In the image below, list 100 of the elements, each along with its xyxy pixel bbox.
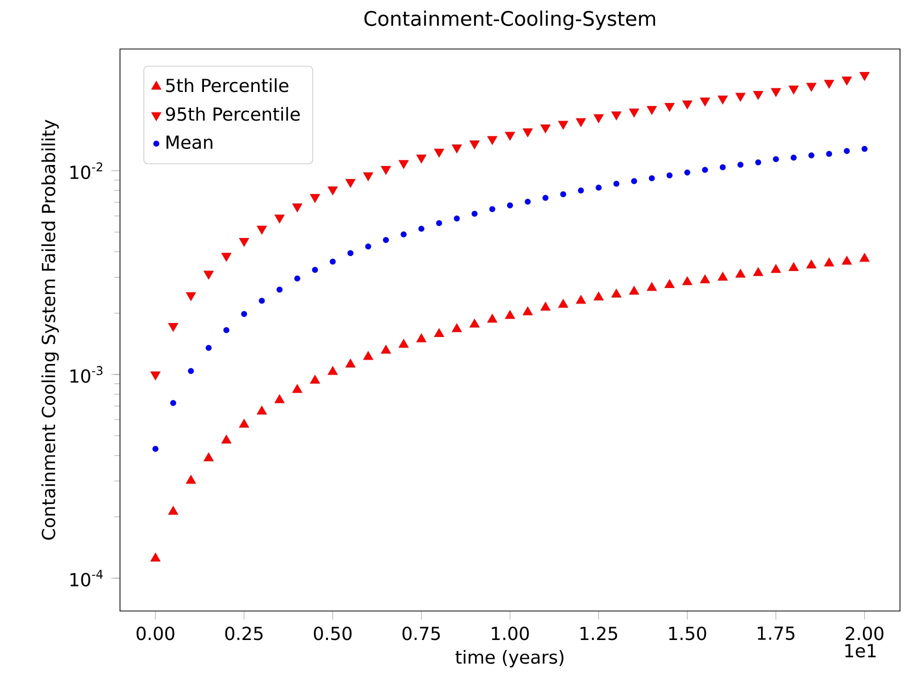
x-tick-label: 0.50 — [314, 626, 352, 640]
point — [256, 226, 267, 234]
point — [862, 146, 868, 152]
point — [294, 275, 300, 282]
point — [381, 344, 391, 354]
point — [398, 339, 409, 348]
point — [684, 170, 690, 176]
point — [790, 154, 797, 161]
y-axis-title: Containment Cooling System Failed Probability — [41, 120, 59, 540]
x-tick-label: 1.00 — [492, 626, 529, 640]
point — [631, 178, 638, 184]
point — [578, 188, 584, 194]
x-tick-label: 0.25 — [225, 626, 263, 640]
point — [522, 306, 533, 316]
point — [842, 256, 852, 265]
point — [452, 324, 462, 332]
point — [629, 286, 639, 295]
x-tick-label: 2.00 — [846, 626, 884, 640]
point — [842, 76, 852, 86]
point — [204, 452, 214, 462]
point — [221, 434, 232, 444]
point — [418, 226, 424, 232]
point — [771, 264, 781, 273]
point — [221, 252, 232, 262]
point — [274, 394, 284, 404]
point — [452, 144, 462, 154]
point — [682, 100, 692, 110]
point — [398, 160, 409, 169]
point — [381, 166, 391, 175]
point — [844, 148, 850, 154]
point — [700, 274, 710, 284]
text: 1e1 — [845, 644, 876, 658]
point — [292, 203, 302, 212]
point — [487, 136, 498, 145]
y-tick-label: 10$^{-4}$ — [70, 570, 103, 586]
point — [753, 267, 764, 276]
point — [505, 310, 515, 319]
point — [702, 166, 708, 173]
point — [611, 111, 622, 120]
point — [540, 302, 550, 311]
point — [472, 210, 478, 217]
point — [276, 286, 283, 293]
point — [576, 118, 586, 127]
x-axis-title: time (years) — [455, 650, 564, 668]
point — [806, 260, 816, 268]
point — [292, 384, 302, 393]
point — [613, 180, 620, 187]
point — [400, 231, 407, 238]
point — [664, 102, 674, 112]
point — [312, 266, 318, 273]
y-tick-label: 10$^{-2}$ — [70, 162, 102, 180]
point — [664, 279, 674, 288]
point — [470, 140, 480, 150]
point — [646, 282, 657, 291]
chart-title: Containment-Cooling-System — [364, 10, 656, 30]
point — [454, 215, 460, 222]
point — [736, 269, 746, 278]
point — [596, 184, 602, 191]
point — [772, 156, 779, 162]
point — [489, 206, 496, 212]
point — [507, 202, 514, 208]
point — [150, 552, 160, 562]
point — [363, 351, 374, 360]
point — [416, 154, 426, 164]
point — [436, 220, 442, 226]
point — [522, 128, 533, 138]
point — [737, 162, 744, 168]
point — [328, 366, 338, 375]
x-tick-label: 0.75 — [402, 626, 440, 640]
point — [560, 191, 566, 198]
point — [718, 96, 728, 104]
legend-label: 95th Percentile — [166, 106, 300, 121]
point — [594, 114, 604, 123]
x-tick-label: 1.25 — [580, 626, 618, 640]
point — [771, 88, 781, 97]
point — [646, 106, 657, 115]
point — [648, 175, 655, 182]
point — [788, 86, 799, 94]
point — [487, 314, 498, 323]
point — [241, 311, 248, 318]
point — [346, 358, 356, 368]
point — [310, 194, 320, 203]
point — [826, 150, 832, 157]
point — [576, 295, 586, 304]
point — [558, 299, 568, 308]
point — [188, 368, 194, 374]
point — [434, 328, 444, 337]
point — [700, 98, 710, 106]
point — [594, 292, 604, 300]
point — [416, 334, 426, 342]
y-tick-label: 10$^{-3}$ — [70, 366, 102, 383]
point — [186, 475, 196, 484]
legend-label: 5th Percentile — [166, 78, 288, 92]
point — [808, 152, 814, 158]
point — [223, 327, 230, 334]
legend-label: Mean — [166, 136, 212, 149]
point — [788, 262, 799, 272]
point — [860, 72, 870, 81]
point — [382, 237, 389, 244]
point — [310, 375, 320, 384]
